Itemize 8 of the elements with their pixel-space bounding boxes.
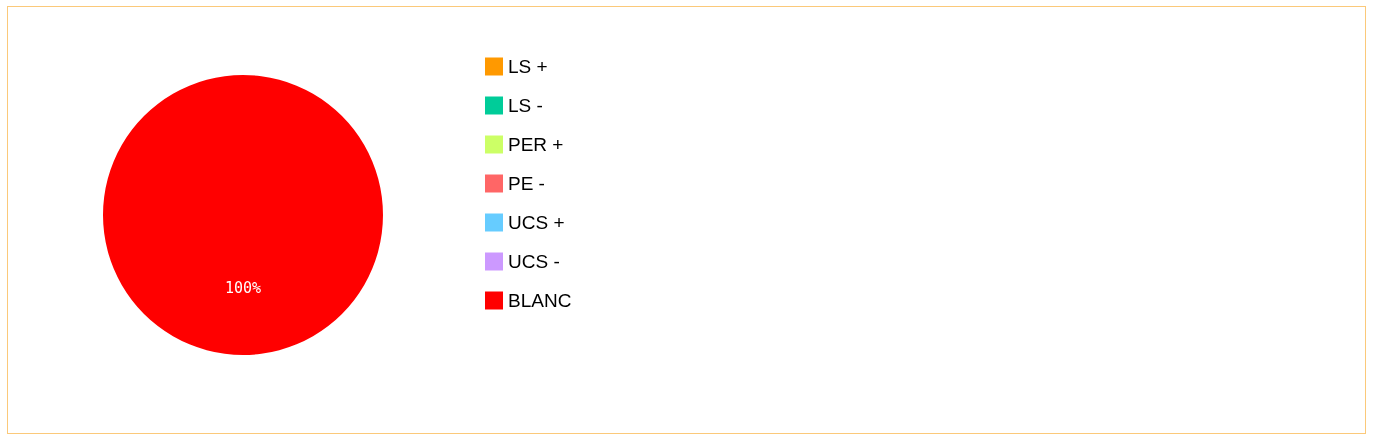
legend-label: PE - <box>508 173 545 194</box>
legend-label: LS - <box>508 95 543 116</box>
legend-label: BLANC <box>508 290 572 311</box>
legend-label: PER + <box>508 134 564 155</box>
data-label: 100% <box>224 279 262 297</box>
legend-label: LS + <box>508 56 548 77</box>
legend-label: UCS + <box>508 212 565 233</box>
legend-label: UCS - <box>508 251 560 272</box>
